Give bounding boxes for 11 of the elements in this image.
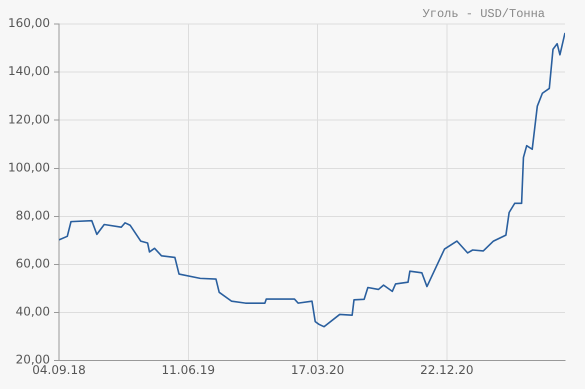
y-tick-label: 140,00 — [8, 64, 50, 78]
y-tick-label: 80,00 — [16, 208, 50, 222]
y-tick-label: 40,00 — [16, 304, 50, 319]
y-tick-label: 60,00 — [16, 256, 50, 271]
y-tick-label: 100,00 — [8, 160, 50, 174]
chart-title: Уголь - USD/Тонна — [422, 7, 545, 22]
y-tick-label: 160,00 — [8, 16, 50, 30]
y-tick-label: 120,00 — [8, 112, 50, 126]
x-tick-label: 11.06.19 — [162, 362, 215, 377]
x-tick-label: 22.12.20 — [420, 362, 474, 377]
x-tick-label: 17.03.20 — [290, 362, 344, 377]
